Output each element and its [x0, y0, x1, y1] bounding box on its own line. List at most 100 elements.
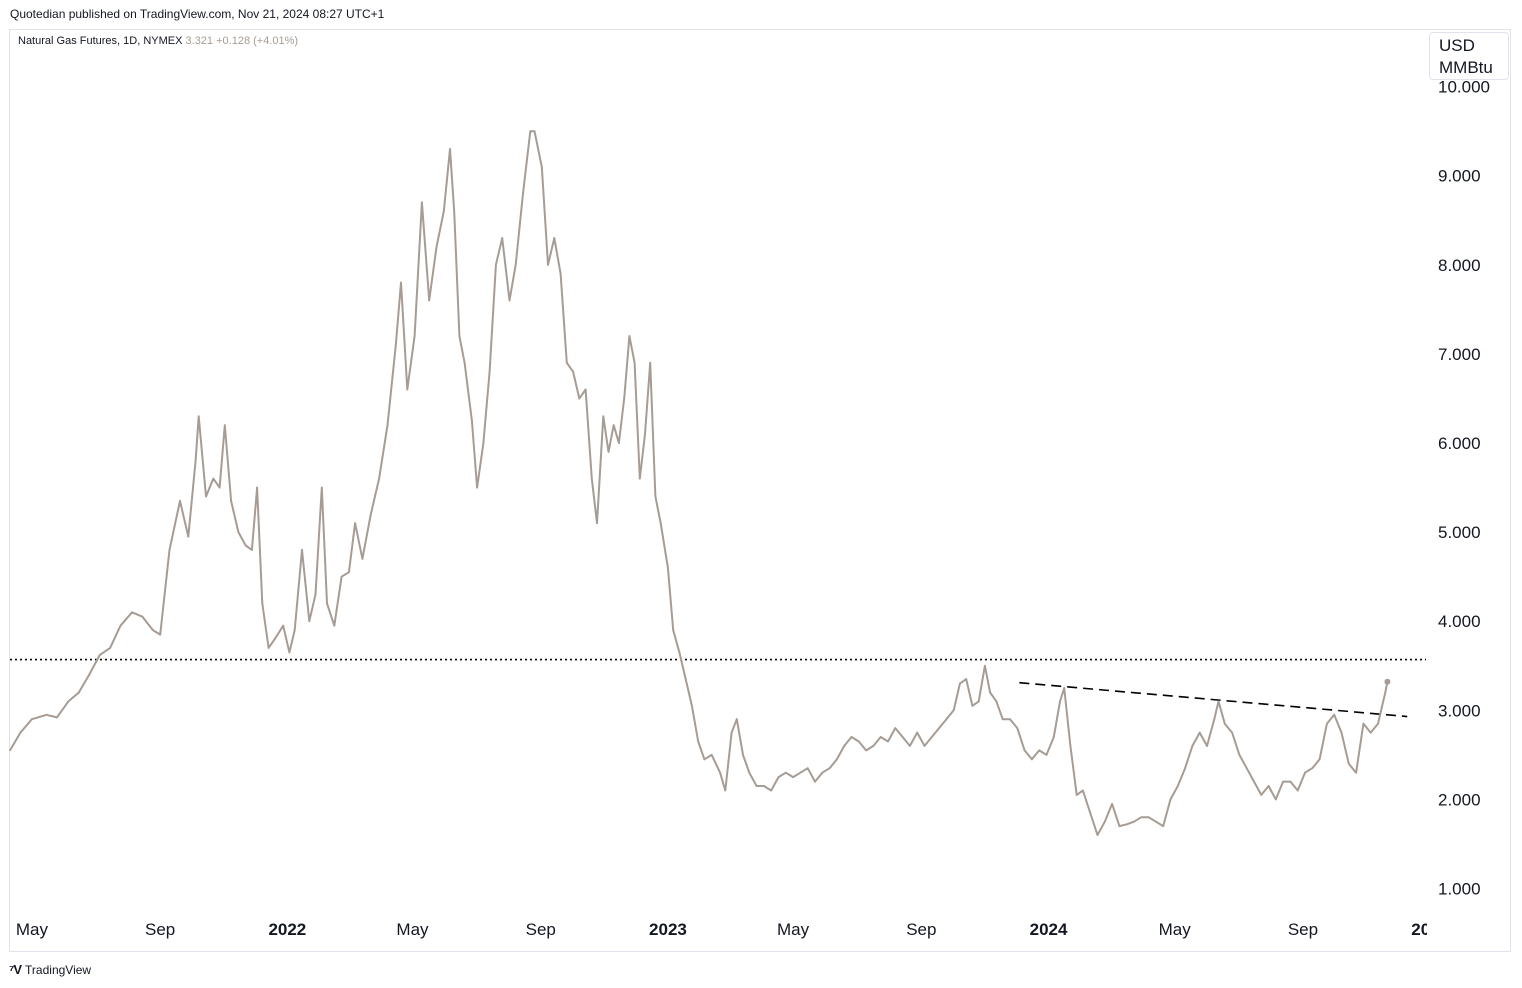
price-point — [413, 335, 416, 337]
price-point — [938, 727, 940, 730]
price-point — [361, 557, 364, 560]
price-point — [320, 486, 323, 489]
price-point — [584, 388, 587, 391]
price-point — [179, 500, 181, 502]
y-tick-label: 6.000 — [1438, 434, 1481, 453]
price-point — [1377, 722, 1379, 725]
x-tick-label: Sep — [906, 920, 936, 939]
price-point — [1052, 736, 1055, 738]
price-point — [684, 678, 687, 681]
price-point — [394, 344, 397, 346]
price-point — [1176, 785, 1179, 787]
unit-label: MMBtu — [1439, 58, 1493, 77]
price-point — [1184, 767, 1187, 770]
price-point — [514, 263, 517, 266]
price-point — [806, 767, 809, 770]
price-point — [314, 593, 317, 596]
price-point — [1140, 816, 1143, 819]
price-point — [784, 771, 787, 774]
price-point — [843, 745, 846, 747]
price-point — [400, 281, 402, 284]
price-point — [540, 165, 543, 168]
price-point — [762, 785, 765, 787]
x-axis-ticks: May Sep 2022 May Sep 2023 May Sep 2024 May Sep 2025 — [16, 920, 1427, 939]
chart-annotations — [10, 658, 1426, 718]
price-point — [340, 575, 343, 578]
x-tick-label: Sep — [1288, 920, 1318, 939]
price-point — [1217, 700, 1220, 703]
y-axis-ticks: 1.000 2.000 3.000 4.000 5.000 6.000 7.000 8.000… — [1438, 78, 1490, 899]
price-point — [19, 731, 22, 734]
price-point — [1111, 802, 1114, 805]
price-line — [9, 130, 1389, 836]
price-point — [1296, 789, 1299, 792]
last-price: 3.321 — [185, 35, 214, 47]
price-point — [230, 500, 232, 502]
price-point — [623, 397, 626, 400]
price-point — [187, 535, 190, 538]
price-point — [607, 451, 610, 453]
price-point — [261, 602, 264, 605]
y-tick-label: 1.000 — [1438, 880, 1481, 899]
price-point — [1169, 798, 1172, 801]
price-point — [369, 513, 372, 516]
price-point — [547, 263, 549, 266]
price-point — [1075, 794, 1078, 796]
price-point — [735, 718, 738, 721]
x-tick-label: Sep — [526, 920, 556, 939]
brand-label: TradingView — [25, 962, 92, 977]
price-point — [821, 771, 824, 774]
price-point — [463, 361, 466, 364]
price-point — [894, 727, 897, 730]
footer-brand[interactable]: ⁷V TradingView — [9, 962, 91, 977]
price-point — [1253, 780, 1255, 783]
trend-line[interactable] — [1019, 681, 1408, 718]
price-point — [482, 442, 485, 444]
price-point — [930, 736, 933, 738]
price-point — [1103, 820, 1106, 823]
price-point — [45, 713, 48, 716]
symbol-legend[interactable]: Natural Gas Futures, 1D, NYMEX 3.321 +0.… — [18, 35, 298, 47]
price-point — [273, 638, 276, 640]
price-point — [88, 673, 91, 676]
price-point — [977, 700, 980, 703]
price-point — [770, 789, 773, 792]
price-point — [1023, 749, 1026, 752]
last-price-marker — [1384, 678, 1391, 685]
price-point — [559, 272, 562, 275]
y-tick-label: 7.000 — [1438, 345, 1481, 364]
price-point — [1289, 780, 1292, 783]
price-point — [386, 424, 389, 427]
price-point — [488, 370, 491, 373]
x-tick-label: May — [1159, 920, 1192, 939]
price-point — [1063, 687, 1066, 689]
price-point — [1231, 731, 1233, 734]
price-point — [612, 424, 615, 427]
price-point — [857, 740, 860, 743]
price-point — [251, 549, 253, 551]
price-point — [602, 415, 605, 418]
price-point — [244, 544, 247, 547]
x-tick-label: 2023 — [649, 920, 687, 939]
price-point — [223, 424, 226, 427]
price-point — [730, 731, 733, 734]
price-point — [1340, 731, 1343, 734]
price-point — [697, 740, 700, 743]
price-point — [1082, 789, 1084, 792]
price-point — [1213, 718, 1216, 721]
price-point — [495, 263, 497, 266]
price-point — [667, 566, 669, 569]
price-point — [533, 130, 536, 133]
price-point — [308, 620, 311, 623]
price-point — [508, 299, 511, 302]
price-point — [1133, 820, 1135, 823]
currency-unit-button[interactable]: USD MMBtu — [1429, 32, 1509, 80]
price-point — [1311, 767, 1314, 770]
price-point — [471, 419, 473, 422]
price-point — [952, 709, 955, 712]
price-point — [799, 771, 802, 774]
price-point — [887, 740, 889, 743]
price-point — [406, 388, 409, 391]
price-point — [1326, 722, 1328, 725]
